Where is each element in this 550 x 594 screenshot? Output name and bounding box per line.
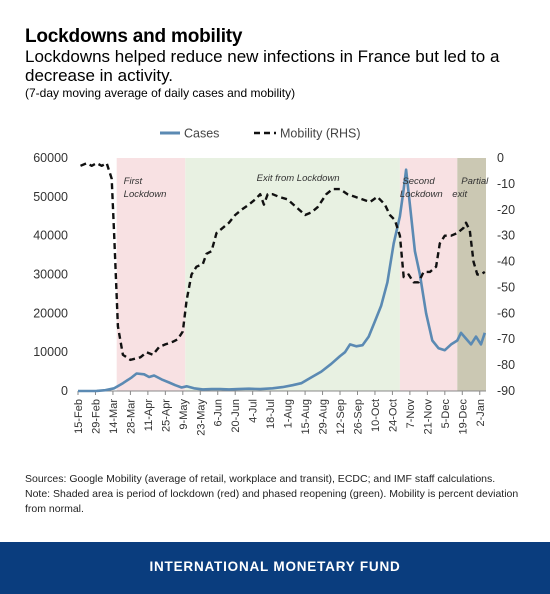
left-y-tick-label: 10000 <box>33 345 68 359</box>
x-tick-label: 21-Nov <box>422 399 434 435</box>
right-y-tick-label: -90 <box>497 384 515 398</box>
series-line-mobility-rhs <box>80 162 486 362</box>
period-label-exit-from-lockdown: Exit from Lockdown <box>257 173 340 184</box>
x-tick-label: 24-Oct <box>387 399 399 432</box>
x-tick-label: 9-May <box>178 399 190 430</box>
x-tick-label: 15-Feb <box>73 399 85 434</box>
x-tick-label: 1-Aug <box>283 399 295 428</box>
period-label-first-lockdown: Lockdown <box>124 189 167 200</box>
period-label-second-lockdown: Lockdown <box>400 189 443 200</box>
x-tick-label: 6-Jun <box>213 399 225 427</box>
period-labels: First Lockdown Exit from Lockdown Second Loc… <box>124 173 489 200</box>
left-y-axis: 0 10000 20000 30000 40000 50000 60000 <box>33 151 68 398</box>
left-y-tick-label: 40000 <box>33 229 68 243</box>
right-y-tick-label: 0 <box>497 151 504 165</box>
chart-subtitle: Lockdowns helped reduce new infections i… <box>25 47 500 85</box>
left-y-tick-label: 0 <box>61 384 68 398</box>
x-tick-label: 29-Feb <box>90 399 102 434</box>
left-y-tick-label: 20000 <box>33 306 68 320</box>
x-tick-label: 19-Dec <box>457 399 469 435</box>
x-tick-label: 28-Mar <box>125 399 137 434</box>
chart-legend: Cases Mobility (RHS) <box>160 127 361 141</box>
period-label-second-lockdown: Second <box>402 176 435 187</box>
x-tick-label: 10-Oct <box>370 399 382 432</box>
x-tick-label: 7-Nov <box>405 399 417 429</box>
footer-bar: INTERNATIONAL MONETARY FUND <box>0 542 550 594</box>
x-tick-label: 5-Dec <box>440 399 452 429</box>
right-y-tick-label: -70 <box>497 332 515 346</box>
x-tick-label: 18-Jul <box>265 399 277 429</box>
x-tick-label: 29-Aug <box>318 399 330 434</box>
right-y-tick-label: -30 <box>497 229 515 243</box>
shade-first-lockdown <box>116 158 186 391</box>
legend-label-cases: Cases <box>184 127 219 141</box>
right-y-axis: 0 -10 -20 -30 -40 -50 -60 -70 -80 -90 <box>497 151 515 398</box>
x-tick-label: 25-Apr <box>160 399 172 432</box>
chart-subnote: (7-day moving average of daily cases and… <box>25 86 296 100</box>
x-tick-label: 23-May <box>195 399 207 436</box>
shade-exit-from-lockdown <box>185 158 400 391</box>
left-y-tick-label: 60000 <box>33 151 68 165</box>
left-y-tick-label: 50000 <box>33 190 68 204</box>
legend-label-mobility: Mobility (RHS) <box>280 127 361 141</box>
period-label-partial-lockdown-exit: Partial <box>461 176 489 187</box>
shade-partial-lockdown-exit <box>457 158 486 391</box>
right-y-tick-label: -10 <box>497 177 515 191</box>
line-chart: 0 10000 20000 30000 40000 50000 60000 0 -10 -20 -… <box>33 127 515 436</box>
sources-note: Sources: Google Mobility (average of ret… <box>25 473 496 485</box>
right-y-tick-label: -40 <box>497 255 515 269</box>
x-tick-label: 14-Mar <box>108 399 120 434</box>
x-tick-label: 2-Jan <box>475 399 487 427</box>
x-tick-label: 11-Apr <box>143 399 155 432</box>
x-tick-label: 20-Jun <box>230 399 242 433</box>
x-tick-label: 12-Sep <box>335 399 347 434</box>
right-y-tick-label: -20 <box>497 203 515 217</box>
right-y-tick-label: -60 <box>497 306 515 320</box>
x-tick-label: 4-Jul <box>248 399 260 423</box>
right-y-tick-label: -80 <box>497 358 515 372</box>
series-lines <box>77 162 487 393</box>
period-label-partial-lockdown-exit: exit <box>452 189 467 200</box>
series-line-cases <box>77 168 487 393</box>
x-axis: 15-Feb 29-Feb 14-Mar 28-Mar 11-Apr 25-Apr 9-Ma… <box>73 391 487 436</box>
x-tick-label: 26-Sep <box>352 399 364 434</box>
period-shading <box>116 158 486 391</box>
period-label-first-lockdown: First <box>124 176 143 187</box>
shading-note: Note: Shaded area is period of lockdown … <box>25 488 519 515</box>
footer-org-name: INTERNATIONAL MONETARY FUND <box>149 559 401 574</box>
x-tick-label: 15-Aug <box>300 399 312 434</box>
left-y-tick-label: 30000 <box>33 268 68 282</box>
chart-title: Lockdowns and mobility <box>25 26 243 47</box>
chart-notes: Sources: Google Mobility (average of ret… <box>25 472 525 517</box>
right-y-tick-label: -50 <box>497 280 515 294</box>
